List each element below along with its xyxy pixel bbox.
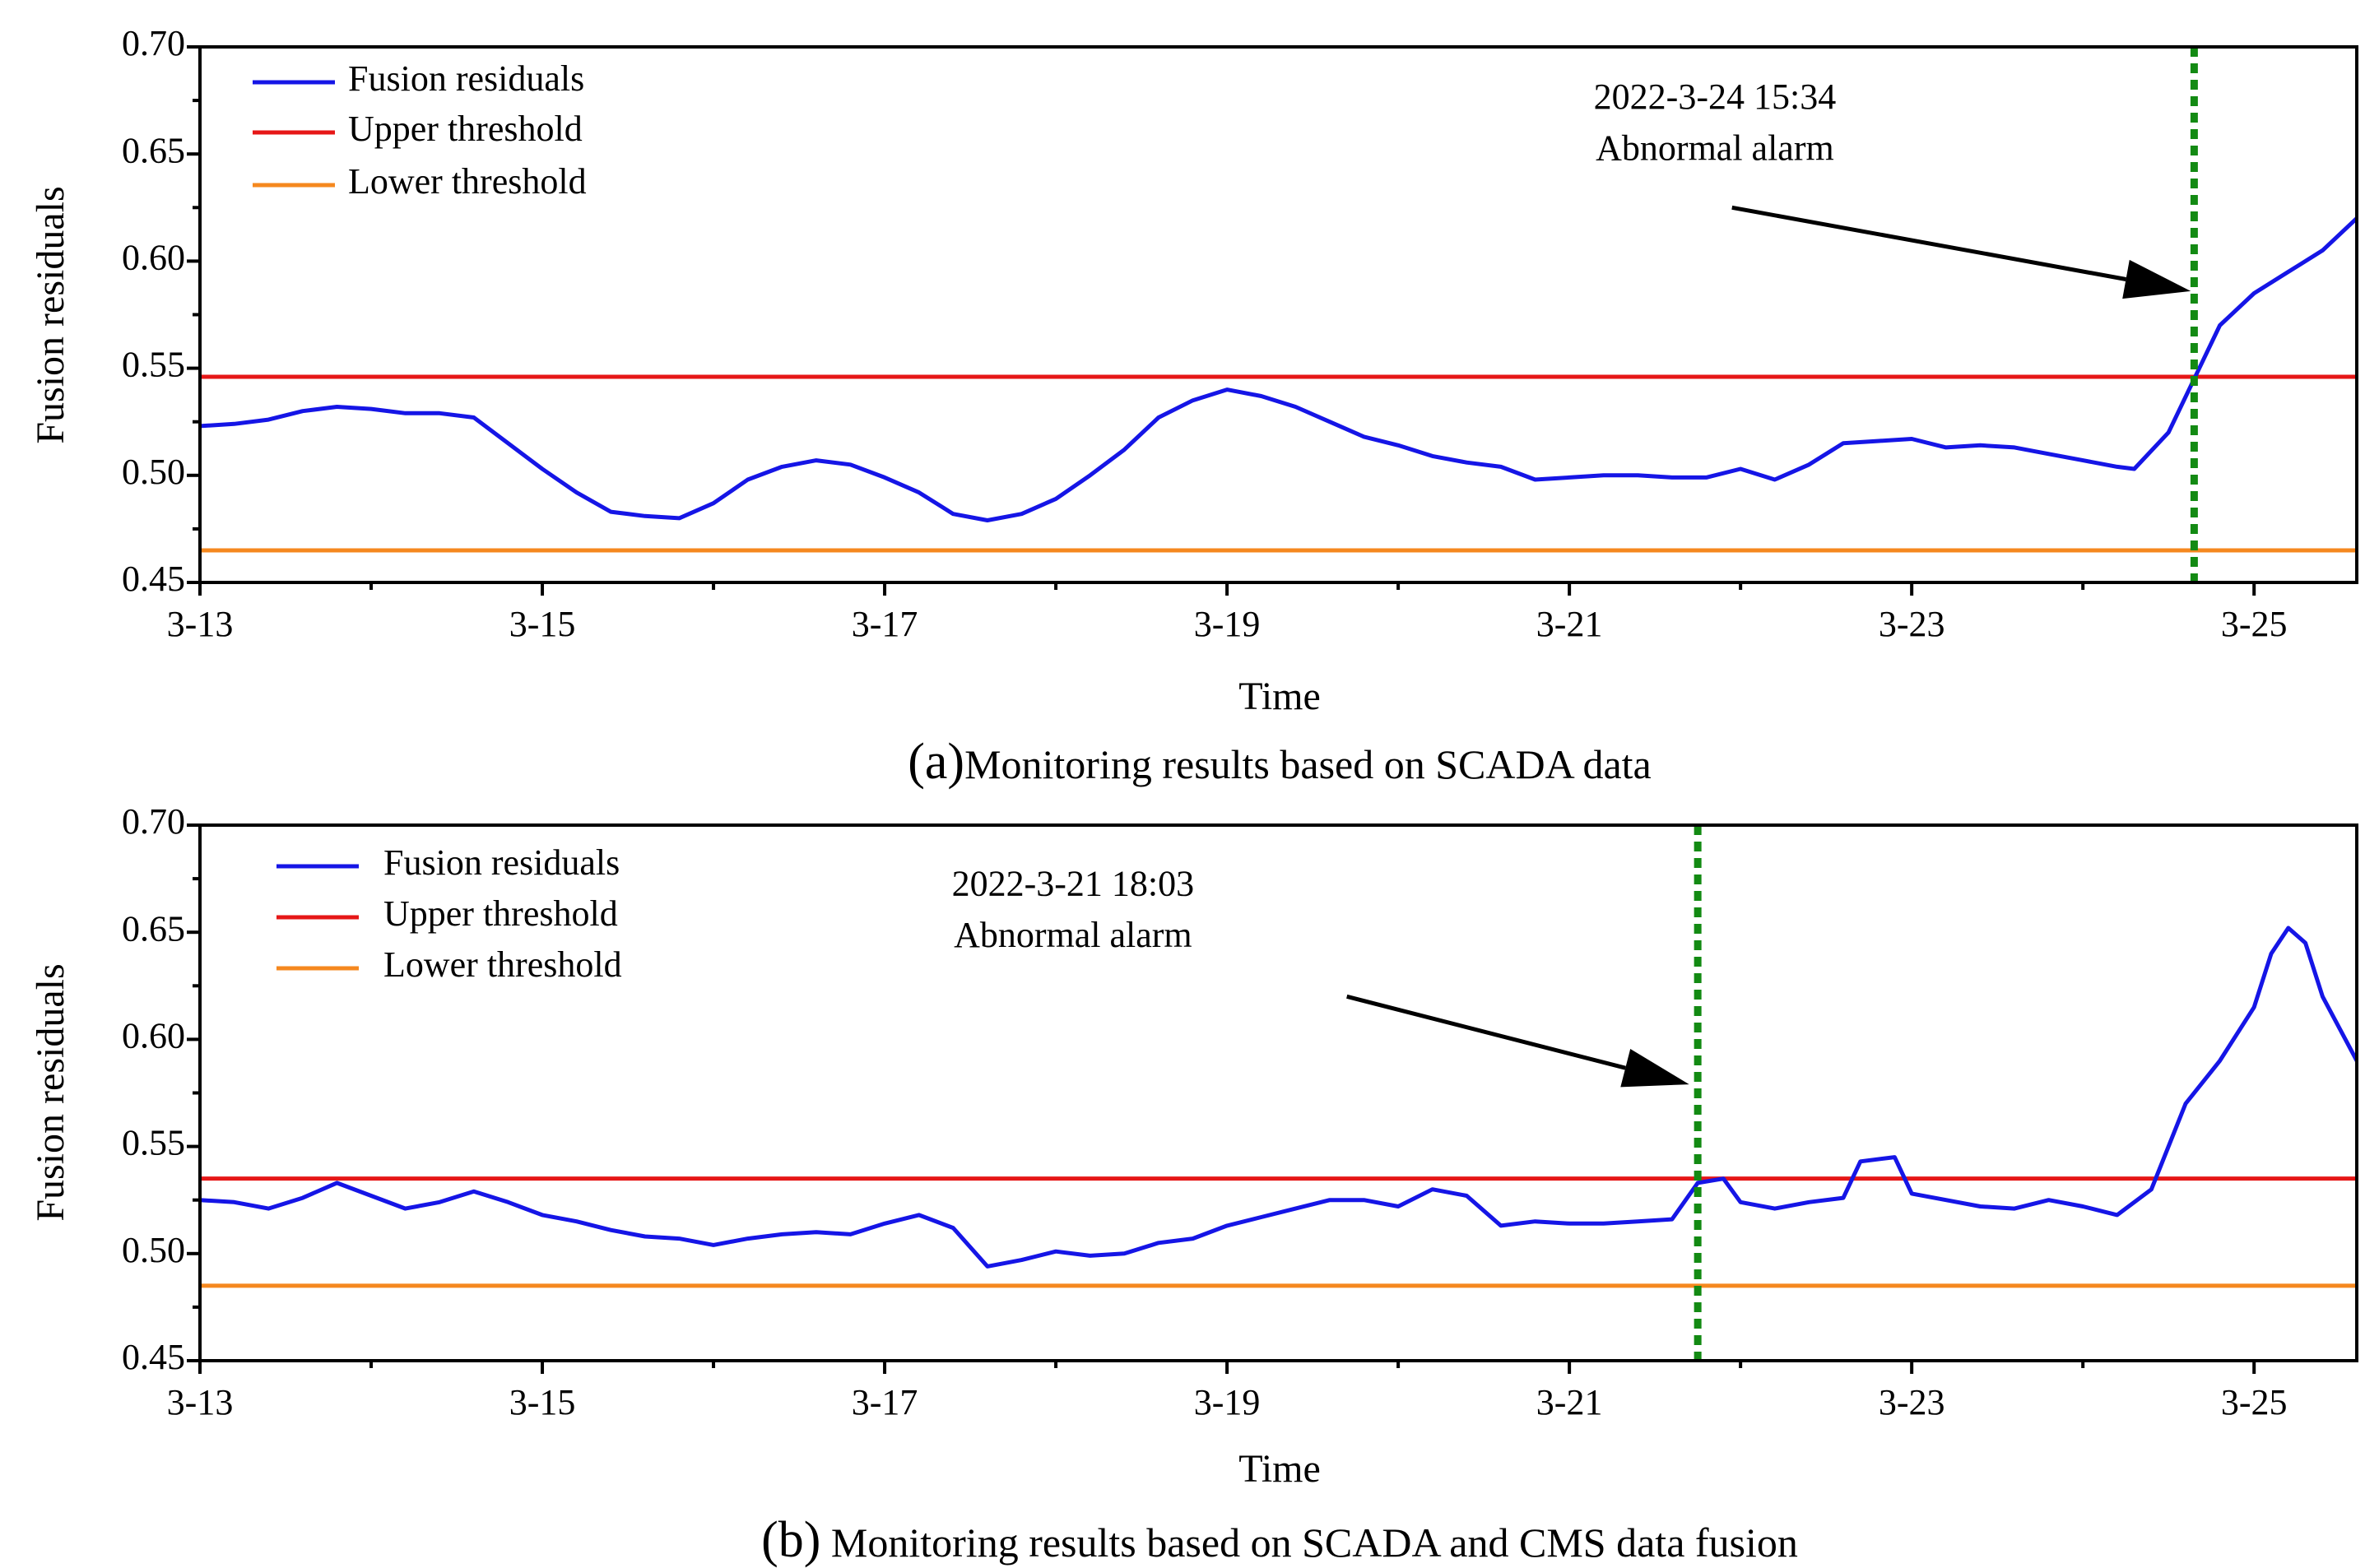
y-tick-label-a: 0.65	[122, 130, 185, 170]
alarm-timestamp-a: 2022-3-24 15:34	[1594, 77, 1837, 117]
x-tick-label-a: 3-21	[1536, 604, 1603, 644]
x-tick-label-b: 3-25	[2221, 1382, 2288, 1422]
y-tick-label-a: 0.50	[122, 452, 185, 492]
y-tick-label-a: 0.45	[122, 559, 185, 599]
x-tick-label-a: 3-15	[509, 604, 576, 644]
legend-a: Fusion residuals Upper threshold Lower t…	[253, 58, 587, 202]
legend-label-lower-b: Lower threshold	[383, 944, 622, 985]
x-tick-label-a: 3-13	[167, 604, 234, 644]
caption-body-b: Monitoring results based on SCADA and CM…	[820, 1519, 1797, 1566]
panel-b: 0.45 0.50 0.55 0.60 0.65 0.70 3-13 3-15 …	[29, 801, 2358, 1568]
caption-body-a: Monitoring results based on SCADA data	[964, 741, 1652, 787]
tick-marks-b	[187, 823, 2256, 1374]
alarm-arrow-head-b	[1620, 1049, 1689, 1088]
y-tick-label-b: 0.70	[122, 801, 185, 842]
x-tick-label-a: 3-19	[1194, 604, 1261, 644]
y-tick-label-b: 0.65	[122, 908, 185, 949]
y-axis-title-a: Fusion residuals	[29, 186, 72, 443]
plot-area-b	[187, 823, 2358, 1374]
y-tick-label-b: 0.55	[122, 1123, 185, 1163]
x-tick-label-b: 3-23	[1879, 1382, 1945, 1422]
caption-b: (b) Monitoring results based on SCADA an…	[761, 1512, 1798, 1568]
y-tick-label-a: 0.70	[122, 23, 185, 63]
x-axis-title-a: Time	[1238, 675, 1321, 718]
caption-a: (a)Monitoring results based on SCADA dat…	[908, 734, 1651, 790]
legend-label-fusion-a: Fusion residuals	[348, 58, 584, 99]
fusion-residuals-line-b	[200, 925, 2357, 1269]
caption-letter-b: (b)	[761, 1512, 820, 1568]
x-tick-label-b: 3-15	[509, 1382, 576, 1422]
plot-area-a	[187, 45, 2358, 596]
y-tick-label-b: 0.50	[122, 1230, 185, 1270]
x-tick-label-a: 3-17	[852, 604, 918, 644]
y-axis-title-b: Fusion residuals	[29, 963, 72, 1221]
y-tick-label-a: 0.60	[122, 237, 185, 277]
y-tick-label-a: 0.55	[122, 345, 185, 385]
legend-label-upper-a: Upper threshold	[348, 109, 583, 149]
x-tick-label-a: 3-25	[2221, 604, 2288, 644]
fusion-residuals-line-a	[200, 216, 2357, 522]
alarm-timestamp-b: 2022-3-21 18:03	[952, 864, 1195, 904]
tick-marks-a	[187, 45, 2256, 596]
x-tick-label-b: 3-17	[852, 1382, 918, 1422]
legend-label-fusion-b: Fusion residuals	[383, 842, 620, 883]
alarm-arrow-shaft-a	[1731, 205, 2126, 281]
alarm-arrow-shaft-b	[1346, 994, 1626, 1070]
alarm-arrow-head-a	[2122, 259, 2191, 299]
y-tick-label-b: 0.45	[122, 1337, 185, 1377]
x-tick-label-a: 3-23	[1879, 604, 1945, 644]
x-tick-label-b: 3-21	[1536, 1382, 1603, 1422]
caption-letter-a: (a)	[908, 734, 964, 790]
legend-b: Fusion residuals Upper threshold Lower t…	[276, 842, 622, 985]
x-axis-title-b: Time	[1238, 1447, 1321, 1491]
legend-label-upper-b: Upper threshold	[383, 893, 618, 934]
alarm-label-b: Abnormal alarm	[954, 915, 1192, 955]
alarm-label-a: Abnormal alarm	[1596, 128, 1834, 169]
x-tick-label-b: 3-19	[1194, 1382, 1261, 1422]
legend-label-lower-a: Lower threshold	[348, 161, 587, 202]
panel-a: 0.45 0.50 0.55 0.60 0.65 0.70 3-13 3-15 …	[29, 23, 2358, 790]
x-tick-label-b: 3-13	[167, 1382, 234, 1422]
y-tick-label-b: 0.60	[122, 1015, 185, 1055]
